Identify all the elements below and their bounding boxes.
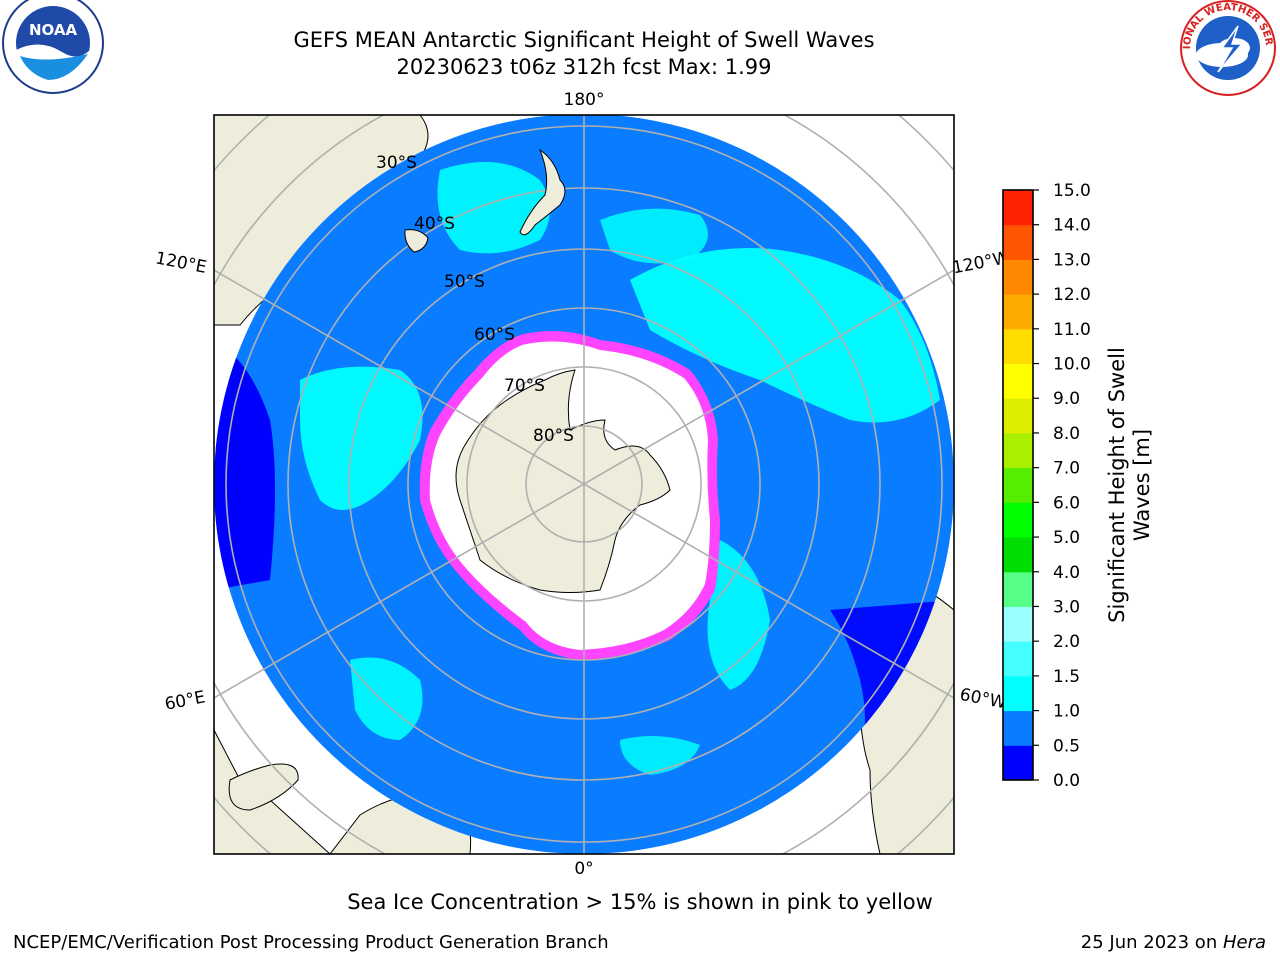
colorbar-bin bbox=[1003, 571, 1033, 607]
colorbar-bin bbox=[1003, 259, 1033, 295]
colorbar-bin bbox=[1003, 710, 1033, 746]
colorbar-bin bbox=[1003, 641, 1033, 677]
lon-label-0: 0° bbox=[574, 859, 593, 879]
colorbar-tick-label: 10.0 bbox=[1053, 355, 1091, 375]
colorbar-bin bbox=[1003, 363, 1033, 399]
colorbar-bin bbox=[1003, 745, 1033, 781]
colorbar-tick-label: 6.0 bbox=[1053, 493, 1080, 513]
colorbar-bin bbox=[1003, 467, 1033, 503]
colorbar-border bbox=[1002, 189, 1034, 781]
swell-cyan-1 bbox=[630, 248, 940, 423]
colorbar-tick-label: 0.5 bbox=[1053, 736, 1080, 756]
lat-label-60s: 60°S bbox=[474, 325, 515, 345]
footer-credit: NCEP/EMC/Verification Post Processing Pr… bbox=[13, 932, 609, 953]
graticule bbox=[214, 115, 954, 854]
colorbar-tick-label: 1.0 bbox=[1053, 702, 1080, 722]
chart-title: GEFS MEAN Antarctic Significant Height o… bbox=[293, 28, 875, 52]
colorbar-tick-label: 12.0 bbox=[1053, 285, 1091, 305]
colorbar-label-line1: Significant Height of Swell bbox=[1105, 347, 1129, 623]
nws-logo-icon: NATIONAL WEATHER SERVICE bbox=[0, 0, 1276, 96]
footer-date-text: 25 Jun 2023 on bbox=[1080, 932, 1223, 953]
map-area bbox=[214, 115, 954, 854]
svg-text:NOAA: NOAA bbox=[29, 21, 78, 39]
colorbar-tick-label: 15.0 bbox=[1053, 181, 1091, 201]
colorbar-bin bbox=[1003, 537, 1033, 573]
sea-ice-caption: Sea Ice Concentration > 15% is shown in … bbox=[347, 890, 933, 914]
colorbar-bin bbox=[1003, 224, 1033, 260]
colorbar: 0.0 0.5 1.0 1.5 2.0 3.0 4.0 5.0 6.0 7.0 8.0 9.0 10.0… bbox=[1002, 181, 1091, 791]
colorbar-bin bbox=[1003, 294, 1033, 330]
colorbar-tick-label: 13.0 bbox=[1053, 250, 1091, 270]
colorbar-tick-label: 8.0 bbox=[1053, 424, 1080, 444]
lon-label-60w: 60°W bbox=[958, 685, 1008, 714]
swell-cyan-5 bbox=[707, 540, 770, 690]
tasmania-land bbox=[404, 229, 429, 253]
africa-land bbox=[214, 729, 331, 854]
footer-date: 25 Jun 2023 on Hera bbox=[1081, 932, 1266, 953]
lon-label-120e: 120°E bbox=[154, 248, 209, 277]
lat-label-70s: 70°S bbox=[504, 376, 545, 396]
colorbar-bin bbox=[1003, 328, 1033, 365]
colorbar-tick-label: 9.0 bbox=[1053, 389, 1080, 409]
colorbar-tick-label: 11.0 bbox=[1053, 320, 1091, 340]
map-frame bbox=[213, 114, 955, 855]
colorbar-tick-label: 7.0 bbox=[1053, 459, 1080, 479]
lon-label-60e: 60°E bbox=[163, 687, 207, 714]
lat-label-50s: 50°S bbox=[444, 272, 485, 292]
swell-cyan-3 bbox=[437, 162, 550, 254]
colorbar-bin bbox=[1003, 675, 1033, 712]
colorbar-tick-label: 3.0 bbox=[1053, 597, 1080, 617]
colorbar-bin bbox=[1003, 190, 1033, 226]
swell-cyan-7 bbox=[620, 736, 700, 775]
swell-cyan-2 bbox=[300, 366, 423, 510]
noaa-logo-icon: NOAA bbox=[2, 0, 104, 94]
lon-label-180: 180° bbox=[564, 90, 605, 110]
swell-cyan-4 bbox=[600, 208, 708, 264]
colorbar-bin bbox=[1003, 432, 1033, 469]
colorbar-tick-label: 0.0 bbox=[1053, 771, 1080, 791]
colorbar-tick-label: 4.0 bbox=[1053, 563, 1080, 583]
colorbar-bin bbox=[1003, 606, 1033, 642]
colorbar-tick-label: 1.5 bbox=[1053, 667, 1080, 687]
colorbar-bin bbox=[1003, 398, 1033, 434]
svg-text:NATIONAL WEATHER SERVICE: NATIONAL WEATHER SERVICE bbox=[0, 0, 1274, 49]
colorbar-label-line2: Waves [m] bbox=[1130, 428, 1154, 542]
colorbar-tick-label: 5.0 bbox=[1053, 528, 1080, 548]
colorbar-label: Significant Height of Swell Waves [m] bbox=[1105, 325, 1155, 645]
colorbar-tick-label: 2.0 bbox=[1053, 632, 1080, 652]
lat-label-30s: 30°S bbox=[376, 153, 417, 173]
new-zealand-land bbox=[519, 148, 566, 236]
colorbar-bin bbox=[1003, 502, 1033, 538]
lat-label-80s: 80°S bbox=[533, 426, 574, 446]
lat-label-40s: 40°S bbox=[414, 214, 455, 234]
chart-subtitle: 20230623 t06z 312h fcst Max: 1.99 bbox=[396, 55, 772, 79]
footer-host: Hera bbox=[1222, 932, 1266, 953]
colorbar-tick-label: 14.0 bbox=[1053, 216, 1091, 236]
